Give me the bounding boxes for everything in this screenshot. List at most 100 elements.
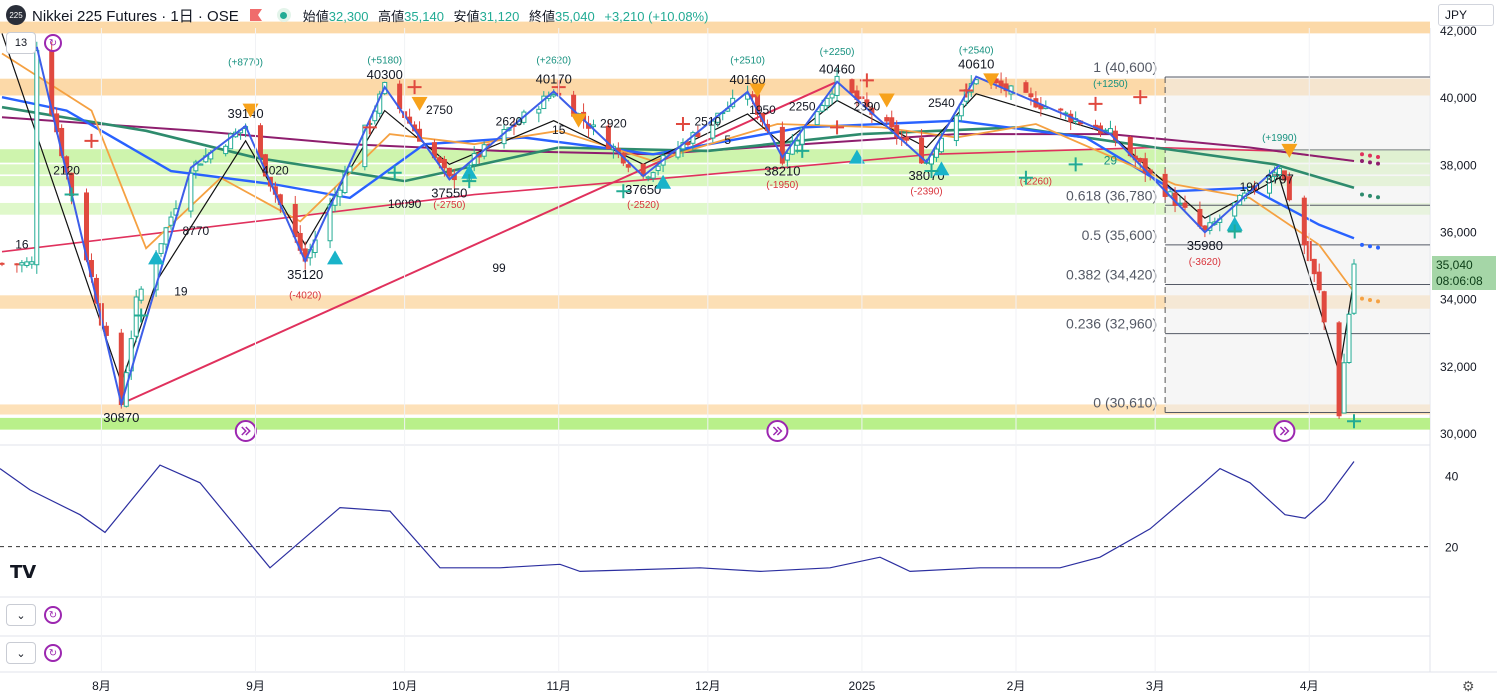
misc-number-label: 2920 (600, 116, 627, 130)
tradingview-logo[interactable]: 𝗧𝗩 (10, 562, 37, 582)
refresh-icon[interactable]: ↻ (44, 644, 62, 662)
refresh-icon[interactable]: ↻ (44, 34, 62, 52)
candle-body (446, 167, 452, 177)
candle-body (292, 203, 298, 238)
candle-body (645, 176, 651, 179)
time-axis-label: 9月 (246, 679, 265, 693)
swing-down-annotation: (-2390) (910, 187, 942, 198)
signal-cross (64, 187, 79, 202)
candle-body (1182, 202, 1188, 208)
signal-down-triangle (411, 96, 428, 111)
price-axis-label: 32,000 (1440, 360, 1477, 374)
candle-body (591, 124, 596, 128)
candle-body (138, 288, 144, 301)
candle-body (894, 125, 900, 138)
misc-number-label: 8770 (183, 224, 210, 238)
swing-price-label: 40160 (730, 72, 766, 87)
candle-body (362, 124, 368, 168)
swing-price-label: 30870 (103, 410, 139, 425)
price-axis-label: 30,000 (1440, 427, 1477, 441)
swing-down-annotation: (-2520) (627, 200, 659, 211)
price-zone (0, 404, 1430, 415)
time-axis-label: 8月 (92, 679, 111, 693)
candle-body (605, 125, 611, 150)
candle-body (198, 163, 204, 166)
swing-down-annotation: (-1950) (766, 180, 798, 191)
signal-cross (675, 117, 690, 132)
time-axis-label: 4月 (1300, 679, 1319, 693)
ma-projection-dot (1376, 299, 1380, 304)
last-price-tag: 35,040 08:06:08 (1432, 256, 1496, 290)
candle-body (1286, 176, 1292, 201)
price-zone (0, 295, 1430, 309)
candle-body (1058, 108, 1064, 111)
settings-gear-icon[interactable]: ⚙ (1462, 678, 1475, 694)
signal-cross (134, 308, 149, 323)
swing-down-annotation: (-2750) (433, 200, 465, 211)
ma-projection-dot (1376, 245, 1380, 250)
candle-body (919, 137, 925, 164)
swing-price-label: 37550 (431, 185, 467, 200)
candle-body (1311, 258, 1317, 275)
misc-number-label: 2390 (854, 100, 881, 114)
misc-number-label: 99 (492, 261, 506, 275)
signal-cross (1068, 157, 1083, 172)
candle-body (884, 117, 890, 122)
change-value: +3,210 (+10.08%) (604, 8, 709, 24)
signal-cross (362, 120, 377, 135)
price-axis-label: 42,000 (1440, 24, 1477, 38)
candle-body (1137, 158, 1143, 163)
signal-cross (1088, 96, 1103, 111)
price-zone (0, 149, 1430, 163)
candle-body (1321, 291, 1327, 323)
refresh-icon[interactable]: ↻ (44, 606, 62, 624)
misc-number-label: 2250 (789, 100, 816, 114)
candle-body (188, 172, 194, 212)
indicator-input[interactable]: 13 (6, 32, 36, 54)
candle-body (1107, 128, 1113, 134)
swing-price-label: 35120 (287, 267, 323, 282)
price-zone (0, 164, 1430, 175)
signal-down-triangle (983, 73, 1000, 88)
signal-cross (959, 83, 974, 98)
candle-body (1276, 167, 1282, 176)
candle-body (849, 79, 855, 94)
candle-body (0, 262, 5, 265)
swing-price-label: 35980 (1187, 238, 1223, 253)
candle-body (650, 172, 656, 179)
time-axis-label: 11月 (546, 679, 570, 693)
candle-body (889, 117, 895, 128)
swing-up-annotation: (+1250) (1093, 79, 1128, 90)
fib-level-label: 0.236 (32,960) (1066, 316, 1157, 332)
swing-price-label: 40170 (536, 71, 572, 86)
price-zone (0, 417, 1430, 430)
time-axis-label: 2025 (849, 679, 876, 693)
ma-5-line (1, 33, 1355, 385)
time-axis-label: 12月 (695, 679, 720, 693)
ma-projection-dot (1360, 192, 1364, 197)
candle-body (441, 158, 447, 169)
swing-price-label: 37650 (625, 182, 661, 197)
currency-selector[interactable]: JPY (1438, 4, 1494, 26)
signal-down-triangle (878, 93, 895, 108)
collapse-button[interactable]: ⌄ (6, 642, 36, 664)
oscillator-axis-label: 20 (1445, 541, 1459, 555)
close-label: 終値 (528, 8, 555, 24)
misc-number-label: 29 (1104, 153, 1118, 167)
swing-down-annotation: (-2260) (1020, 176, 1052, 187)
ma-projection-dot (1376, 161, 1380, 166)
signal-up-triangle (327, 250, 344, 265)
candle-body (655, 165, 661, 171)
oscillator-line (0, 461, 1355, 573)
signal-cross (1347, 414, 1361, 429)
signal-cross (462, 174, 477, 189)
collapse-button[interactable]: ⌄ (6, 604, 36, 626)
symbol-title[interactable]: Nikkei 225 Futures · 1日 · OSE (32, 7, 239, 25)
red-flag-icon[interactable] (249, 9, 263, 21)
candle-body (1341, 362, 1347, 414)
candle-body (1197, 208, 1203, 227)
ma-projection-dot (1368, 193, 1372, 198)
zigzag-line (35, 46, 1281, 408)
ma-projection-dot (1368, 160, 1372, 165)
